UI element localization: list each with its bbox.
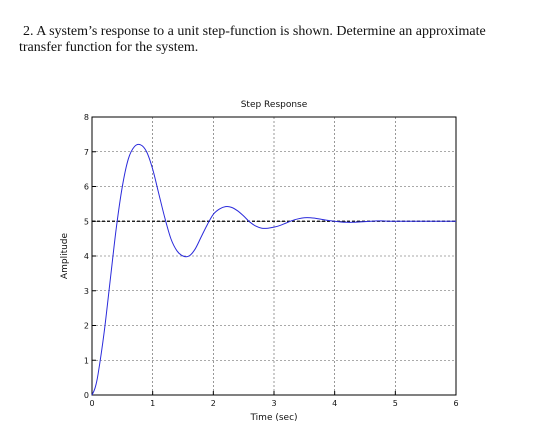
x-tick-label: 4 [332, 399, 337, 408]
grid [92, 117, 456, 395]
question-text: 2. A system’s response to a unit step-fu… [19, 24, 524, 56]
x-tick-label: 5 [393, 399, 398, 408]
y-tick-label: 3 [84, 287, 89, 296]
y-tick-label: 7 [84, 148, 89, 157]
series-line [91, 143, 456, 396]
x-axis-label: Time (sec) [249, 413, 297, 423]
y-tick-label: 1 [84, 356, 89, 365]
y-tick-label: 0 [84, 391, 89, 400]
y-tick-label: 2 [84, 322, 89, 331]
y-tick-label: 5 [84, 217, 89, 226]
y-axis-label: Amplitude [60, 232, 70, 279]
y-tick-label: 6 [84, 183, 89, 192]
question-number: 2. [23, 24, 34, 39]
chart-title: Step Response [241, 100, 308, 110]
x-ticks: 0 1 2 3 4 5 6 [89, 391, 459, 408]
x-tick-label: 3 [271, 399, 276, 408]
x-tick-label: 0 [89, 399, 94, 408]
question-body: A system’s response to a unit step-funct… [19, 24, 486, 55]
y-ticks: 0 1 2 3 4 5 6 7 8 [84, 113, 96, 400]
x-tick-label: 1 [150, 399, 155, 408]
x-tick-label: 6 [453, 399, 458, 408]
x-tick-label: 2 [211, 399, 216, 408]
y-tick-label: 4 [84, 252, 89, 261]
y-tick-label: 8 [84, 113, 89, 122]
